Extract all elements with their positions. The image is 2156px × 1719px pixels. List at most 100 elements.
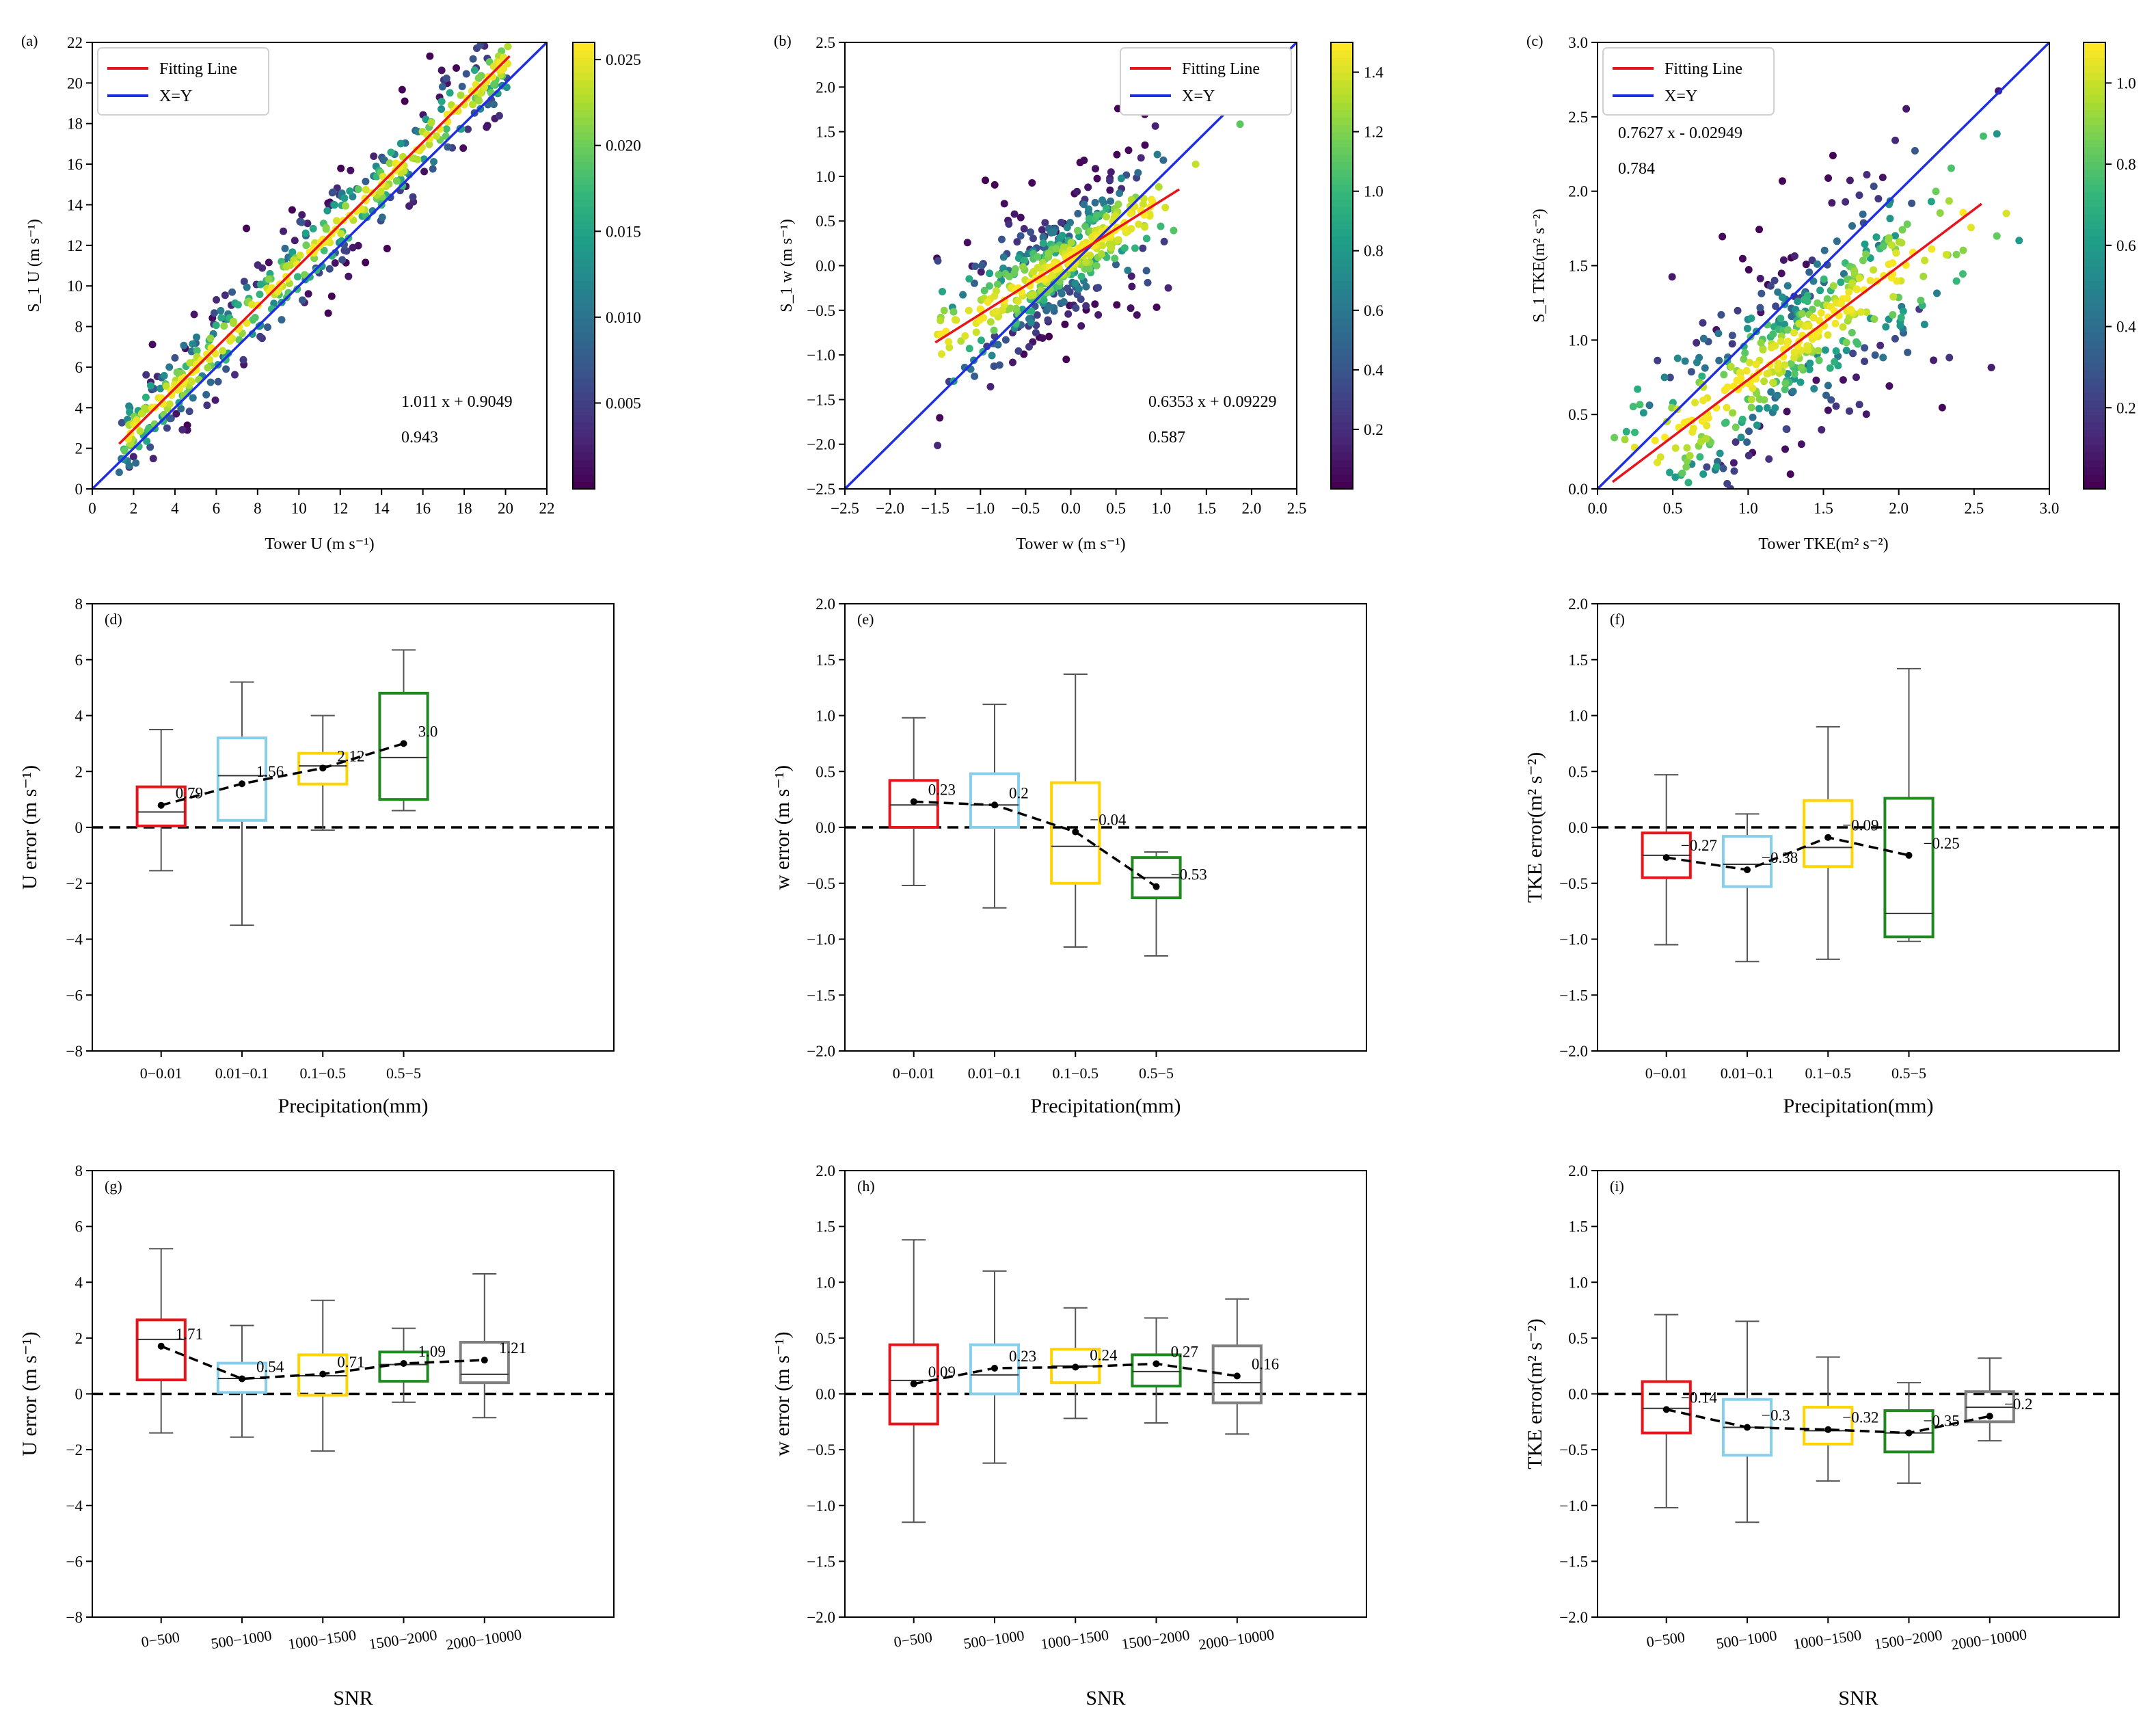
mean-trend-line bbox=[913, 800, 1157, 888]
data-point bbox=[1771, 342, 1779, 350]
data-point bbox=[1757, 289, 1766, 297]
mean-label: −0.32 bbox=[1842, 1409, 1878, 1426]
data-point bbox=[1781, 361, 1789, 369]
data-point bbox=[1886, 215, 1894, 223]
y-tick-label: −6 bbox=[66, 987, 83, 1004]
data-point bbox=[1120, 244, 1129, 252]
colorbar-segment bbox=[573, 436, 595, 445]
y-tick-label: −2.0 bbox=[807, 1609, 835, 1626]
category-label: 1000−1500 bbox=[287, 1626, 358, 1653]
colorbar-tick-label: 0.025 bbox=[606, 51, 641, 68]
y-tick-label: −8 bbox=[66, 1043, 83, 1060]
data-point bbox=[1852, 285, 1861, 293]
data-point bbox=[346, 187, 354, 196]
mean-label: 0.16 bbox=[1252, 1355, 1279, 1372]
data-point bbox=[280, 227, 288, 235]
y-axis-label: U error (m s⁻¹) bbox=[18, 1331, 41, 1456]
data-point bbox=[1814, 347, 1822, 355]
colorbar-segment bbox=[2084, 243, 2105, 252]
y-tick-label: −1.5 bbox=[807, 1553, 835, 1570]
colorbar-segment bbox=[2084, 64, 2105, 73]
colorbar-segment bbox=[573, 176, 595, 185]
colorbar-segment bbox=[2084, 273, 2105, 282]
data-point bbox=[1805, 365, 1814, 373]
colorbar-segment bbox=[573, 384, 595, 393]
data-point bbox=[1891, 334, 1899, 343]
data-point bbox=[337, 230, 345, 238]
data-point bbox=[1824, 382, 1832, 390]
mean-point bbox=[238, 1375, 245, 1383]
data-point bbox=[1959, 246, 1967, 254]
mean-point bbox=[1743, 866, 1751, 874]
data-point bbox=[162, 382, 170, 390]
colorbar-segment bbox=[1331, 466, 1353, 475]
data-point bbox=[186, 359, 194, 367]
data-point bbox=[463, 125, 472, 133]
y-tick-label: 3.0 bbox=[1568, 34, 1588, 51]
data-point bbox=[1766, 282, 1775, 290]
data-point bbox=[1757, 338, 1765, 347]
category-label: 1000−1500 bbox=[1792, 1626, 1863, 1653]
colorbar-segment bbox=[573, 407, 595, 416]
data-point bbox=[1651, 436, 1659, 444]
data-point bbox=[1744, 427, 1753, 436]
category-label: 2000−10000 bbox=[1950, 1625, 2028, 1653]
colorbar-segment bbox=[2084, 191, 2105, 200]
colorbar-segment bbox=[1331, 243, 1353, 252]
data-point bbox=[1755, 226, 1764, 234]
data-point bbox=[1820, 275, 1828, 283]
x-tick-label: 0.5 bbox=[1106, 500, 1126, 517]
data-point bbox=[1979, 132, 1987, 140]
category-label: 2000−10000 bbox=[445, 1625, 523, 1653]
data-point bbox=[172, 410, 180, 418]
colorbar-segment bbox=[2084, 169, 2105, 177]
data-point bbox=[165, 414, 174, 423]
data-point bbox=[1127, 304, 1135, 312]
data-point bbox=[1128, 282, 1136, 291]
data-point bbox=[1063, 224, 1071, 232]
data-point bbox=[1763, 370, 1771, 378]
colorbar-segment bbox=[2084, 436, 2105, 445]
data-point bbox=[1085, 205, 1093, 213]
x-tick-label: 6 bbox=[213, 500, 221, 517]
mean-point bbox=[400, 1360, 407, 1368]
data-point bbox=[310, 254, 319, 263]
colorbar-segment bbox=[573, 57, 595, 66]
legend-box bbox=[1120, 47, 1292, 116]
data-point bbox=[1861, 344, 1869, 352]
x-tick-label: −2.0 bbox=[876, 500, 904, 517]
data-point bbox=[1987, 363, 1995, 371]
x-tick-label: −2.5 bbox=[831, 500, 859, 517]
data-point bbox=[1027, 307, 1036, 315]
data-point bbox=[1870, 266, 1878, 274]
y-axis-label: w error (m s⁻¹) bbox=[771, 765, 794, 890]
mean-label: −0.09 bbox=[1842, 817, 1878, 834]
category-label: 0.5−5 bbox=[1891, 1065, 1926, 1082]
data-point bbox=[1689, 424, 1697, 432]
data-point bbox=[1790, 329, 1798, 337]
data-point bbox=[220, 322, 228, 330]
colorbar-segment bbox=[1331, 384, 1353, 393]
y-tick-label: 1.0 bbox=[816, 708, 835, 725]
data-point bbox=[1082, 282, 1090, 291]
data-point bbox=[1777, 315, 1785, 323]
data-point bbox=[1673, 354, 1682, 362]
colorbar-segment bbox=[2084, 325, 2105, 334]
data-point bbox=[945, 343, 954, 351]
mean-point bbox=[1072, 1363, 1079, 1371]
colorbar-tick-label: 1.2 bbox=[1364, 124, 1384, 141]
data-point bbox=[1863, 308, 1871, 316]
data-point bbox=[476, 42, 485, 49]
data-point bbox=[1805, 268, 1814, 276]
data-point bbox=[1806, 359, 1814, 367]
mean-label: 0.24 bbox=[1090, 1346, 1118, 1363]
y-tick-label: 0 bbox=[75, 819, 83, 836]
y-axis-label: S_1 U (m s⁻¹) bbox=[25, 219, 43, 312]
fit-equation: 1.011 x + 0.9049 bbox=[401, 393, 513, 411]
data-point bbox=[1995, 87, 2003, 95]
data-point bbox=[203, 401, 211, 410]
colorbar-tick-label: 0.4 bbox=[1364, 362, 1384, 379]
colorbar-segment bbox=[2084, 280, 2105, 289]
data-point bbox=[304, 219, 312, 228]
y-tick-label: −6 bbox=[66, 1553, 83, 1570]
